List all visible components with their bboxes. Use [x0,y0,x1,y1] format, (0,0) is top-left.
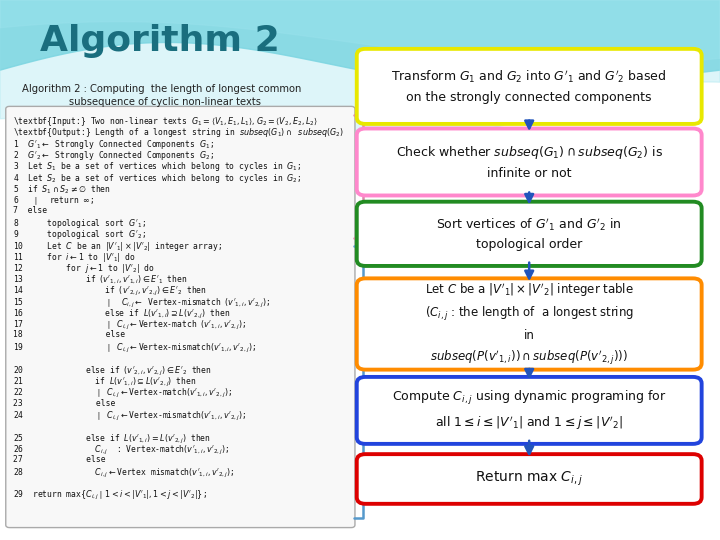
Text: 24               $\mid$ $C_{i,j} \leftarrow$Vertex-mismatch$(v'_{1,i}, v'_{2,j}): 24 $\mid$ $C_{i,j} \leftarrow$Vertex-mis… [13,410,246,423]
Text: 22               $\mid$ $C_{i,j} \leftarrow$Vertex-match$(v'_{1,i}, v'_{2,j})$;: 22 $\mid$ $C_{i,j} \leftarrow$Vertex-mat… [13,387,232,400]
Text: 7  else: 7 else [13,206,47,215]
Text: 28               $C_{i,j} \leftarrow$Vertex mismatch$(v'_{1,i}, v'_{2,j})$;: 28 $C_{i,j} \leftarrow$Vertex mismatch$(… [13,467,235,480]
Text: 3  Let $S_1$ be a set of vertices which belong to cycles in $G_1$;: 3 Let $S_1$ be a set of vertices which b… [13,160,302,173]
Text: 19                 $\mid$ $C_{i,j} \leftarrow$Vertex-mismatch$(v'_{1,i}, v'_{2,j: 19 $\mid$ $C_{i,j} \leftarrow$Vertex-mis… [13,342,256,355]
Text: 10     Let $C$ be an $|V'_1| \times |V'_2|$ integer array;: 10 Let $C$ be an $|V'_1| \times |V'_2|$ … [13,240,222,253]
Text: 4  Let $S_2$ be a set of vertices which belong to cycles in $G_2$;: 4 Let $S_2$ be a set of vertices which b… [13,172,302,185]
FancyBboxPatch shape [356,49,701,124]
Text: 23               else: 23 else [13,399,115,408]
Text: \textbf{Output:} Length of a longest string in $subseq(G_1) \cap$ $subseq(G_2)$: \textbf{Output:} Length of a longest str… [13,126,344,139]
Text: 12         for $j \leftarrow 1$ to $|V'_2|$ do: 12 for $j \leftarrow 1$ to $|V'_2|$ do [13,262,155,275]
Text: 11     for $i \leftarrow 1$ to $|V'_1|$ do: 11 for $i \leftarrow 1$ to $|V'_1|$ do [13,251,135,264]
Text: 18                 else: 18 else [13,330,125,340]
Text: 2  $G'_2 \leftarrow$ Strongly Connected Components $G_2$;: 2 $G'_2 \leftarrow$ Strongly Connected C… [13,149,214,162]
Text: 8      topological sort $G'_1$;: 8 topological sort $G'_1$; [13,217,146,230]
Text: 16                 else if $L(v'_{1,i}) \supseteq L(v'_{2,j})$ then: 16 else if $L(v'_{1,i}) \supseteq L(v'_{… [13,308,230,321]
Text: 6   $\mid$  return $\infty$;: 6 $\mid$ return $\infty$; [13,194,94,207]
Text: \textbf{Input:} Two non-linear texts $G_1 = \langle V_1, E_1, L_1\rangle, G_2 = : \textbf{Input:} Two non-linear texts $G_… [13,115,318,128]
Text: 27             else: 27 else [13,455,106,464]
Text: 13             if $(v'_{1,i}, v'_{1,i}) \in E'_1$ then: 13 if $(v'_{1,i}, v'_{1,i}) \in E'_1$ th… [13,274,187,286]
Text: 21               if $L(v'_{1,i}) \subseteq L(v'_{2,j})$ then: 21 if $L(v'_{1,i}) \subseteq L(v'_{2,j})… [13,376,197,389]
Text: Return max $C_{i,j}$: Return max $C_{i,j}$ [475,470,583,488]
Text: 9      topological sort $G'_2$;: 9 topological sort $G'_2$; [13,228,146,241]
Text: 5  if $S_1 \cap S_2 \neq \emptyset$ then: 5 if $S_1 \cap S_2 \neq \emptyset$ then [13,183,111,195]
Text: 20             else if $(v'_{2,i}, v'_{2,j}) \in E'_2$ then: 20 else if $(v'_{2,i}, v'_{2,j}) \in E'_… [13,364,212,377]
Text: 17                 $\mid$ $C_{i,j} \leftarrow$Vertex-match $(v'_{1,i}, v'_{2,j}): 17 $\mid$ $C_{i,j} \leftarrow$Vertex-mat… [13,319,246,332]
Text: subsequence of cyclic non-linear texts: subsequence of cyclic non-linear texts [22,97,261,107]
Text: Let $C$ be a $|V'_1|\times|V'_2|$ integer table
$(C_{i,j}$ : the length of  a lo: Let $C$ be a $|V'_1|\times|V'_2|$ intege… [425,281,634,367]
FancyBboxPatch shape [356,129,701,195]
Text: 29  return max$\{C_{i,j} \mid 1 < i < |V'_1|, 1 < j < |V'_2|\}$;: 29 return max$\{C_{i,j} \mid 1 < i < |V'… [13,489,207,502]
Text: 25             else if $L(v'_{1,i}) = L(v'_{2,j})$ then: 25 else if $L(v'_{1,i}) = L(v'_{2,j})$ t… [13,433,211,446]
FancyBboxPatch shape [6,106,355,528]
Text: 14                 if $(v'_{2,j}, v'_{2,j}) \in E'_2$ then: 14 if $(v'_{2,j}, v'_{2,j}) \in E'_2$ th… [13,285,207,298]
Text: Transform $G_1$ and $G_2$ into $G'_1$ and $G'_2$ based
on the strongly connected: Transform $G_1$ and $G_2$ into $G'_1$ an… [392,69,667,104]
FancyBboxPatch shape [356,454,701,504]
Text: 1  $G'_1 \leftarrow$ Strongly Connected Components $G_1$;: 1 $G'_1 \leftarrow$ Strongly Connected C… [13,138,214,151]
FancyBboxPatch shape [356,377,701,444]
FancyBboxPatch shape [356,202,701,266]
Text: Compute $C_{i,j}$ using dynamic programing for
all $1\leq i \leq |V'_1|$ and $1\: Compute $C_{i,j}$ using dynamic programi… [392,389,667,431]
Text: 15                 $\mid$  $C_{i,j} \leftarrow$ Vertex-mismatch $(v'_{1,i}, v'_{: 15 $\mid$ $C_{i,j} \leftarrow$ Vertex-mi… [13,296,271,309]
Text: Algorithm 2 : Computing  the length of longest common: Algorithm 2 : Computing the length of lo… [22,84,301,94]
Text: Algorithm 2: Algorithm 2 [40,24,279,58]
Text: Sort vertices of $G'_1$ and $G'_2$ in
topological order: Sort vertices of $G'_1$ and $G'_2$ in to… [436,217,622,252]
FancyBboxPatch shape [356,279,701,369]
Text: 26               $C_{i,j}$  : Vertex-match$(v'_{1,i}, v'_{2,j})$;: 26 $C_{i,j}$ : Vertex-match$(v'_{1,i}, v… [13,444,230,457]
Text: Check whether $\mathit{subseq}(G_1)\cap\mathit{subseq}(G_2)$ is
infinite or not: Check whether $\mathit{subseq}(G_1)\cap\… [396,144,662,180]
